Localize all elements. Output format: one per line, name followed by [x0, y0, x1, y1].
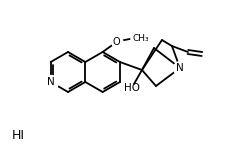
Text: CH₃: CH₃ [132, 34, 148, 43]
Text: HO: HO [124, 83, 139, 93]
Text: N: N [47, 77, 54, 87]
Text: O: O [112, 37, 120, 47]
Text: N: N [175, 63, 183, 73]
Text: HI: HI [12, 129, 25, 142]
